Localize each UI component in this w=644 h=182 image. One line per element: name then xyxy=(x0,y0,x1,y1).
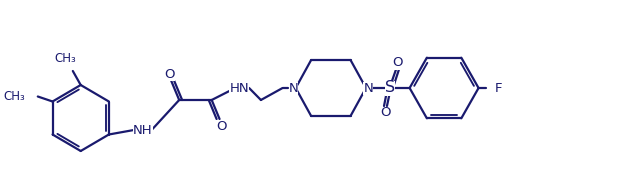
Text: O: O xyxy=(216,120,227,132)
Text: N: N xyxy=(289,82,298,94)
Text: O: O xyxy=(380,106,390,120)
Text: S: S xyxy=(385,80,395,96)
Text: O: O xyxy=(393,56,403,70)
Text: CH₃: CH₃ xyxy=(3,90,25,103)
Text: NH: NH xyxy=(133,124,153,136)
Text: F: F xyxy=(495,82,502,94)
Text: CH₃: CH₃ xyxy=(54,52,76,65)
Text: N: N xyxy=(363,82,373,94)
Text: O: O xyxy=(164,68,175,80)
Text: HN: HN xyxy=(229,82,249,94)
